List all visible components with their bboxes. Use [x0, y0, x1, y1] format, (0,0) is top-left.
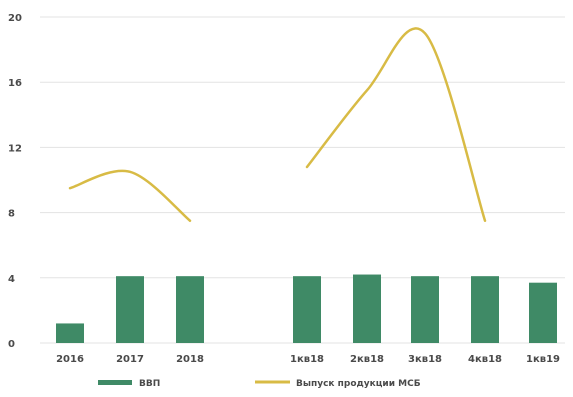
bar — [411, 276, 439, 343]
legend-swatch-bar — [98, 380, 132, 385]
x-tick-label: 3кв18 — [408, 354, 442, 365]
y-axis: 0 4 8 12 16 20 — [8, 13, 22, 350]
x-tick-label: 1кв18 — [290, 354, 324, 365]
bar — [116, 276, 144, 343]
x-axis: 2016 2017 2018 1кв18 2кв18 3кв18 4кв18 1кв19 — [56, 354, 560, 365]
x-tick-label: 2018 — [176, 354, 204, 365]
line-segment — [68, 169, 192, 222]
x-tick-label: 2016 — [56, 354, 84, 365]
line-segment — [305, 27, 487, 222]
bar — [293, 276, 321, 343]
bar — [471, 276, 499, 343]
x-tick-label: 2017 — [116, 354, 144, 365]
legend: ВВП Выпуск продукции МСБ — [98, 379, 421, 389]
y-tick-label: 16 — [8, 78, 22, 89]
x-tick-label: 1кв19 — [526, 354, 560, 365]
y-tick-label: 12 — [8, 143, 22, 154]
bar — [529, 282, 557, 343]
bar — [353, 274, 381, 343]
x-tick-label: 4кв18 — [468, 354, 502, 365]
bar — [176, 276, 204, 343]
y-tick-label: 4 — [8, 274, 15, 285]
y-tick-label: 0 — [8, 339, 15, 350]
y-tick-label: 20 — [8, 13, 22, 24]
legend-label-bar: ВВП — [139, 379, 160, 389]
legend-label-line: Выпуск продукции МСБ — [296, 379, 421, 389]
line-series — [68, 27, 487, 222]
bar-series — [56, 274, 557, 343]
y-tick-label: 8 — [8, 209, 15, 220]
x-tick-label: 2кв18 — [350, 354, 384, 365]
bar — [56, 323, 84, 343]
